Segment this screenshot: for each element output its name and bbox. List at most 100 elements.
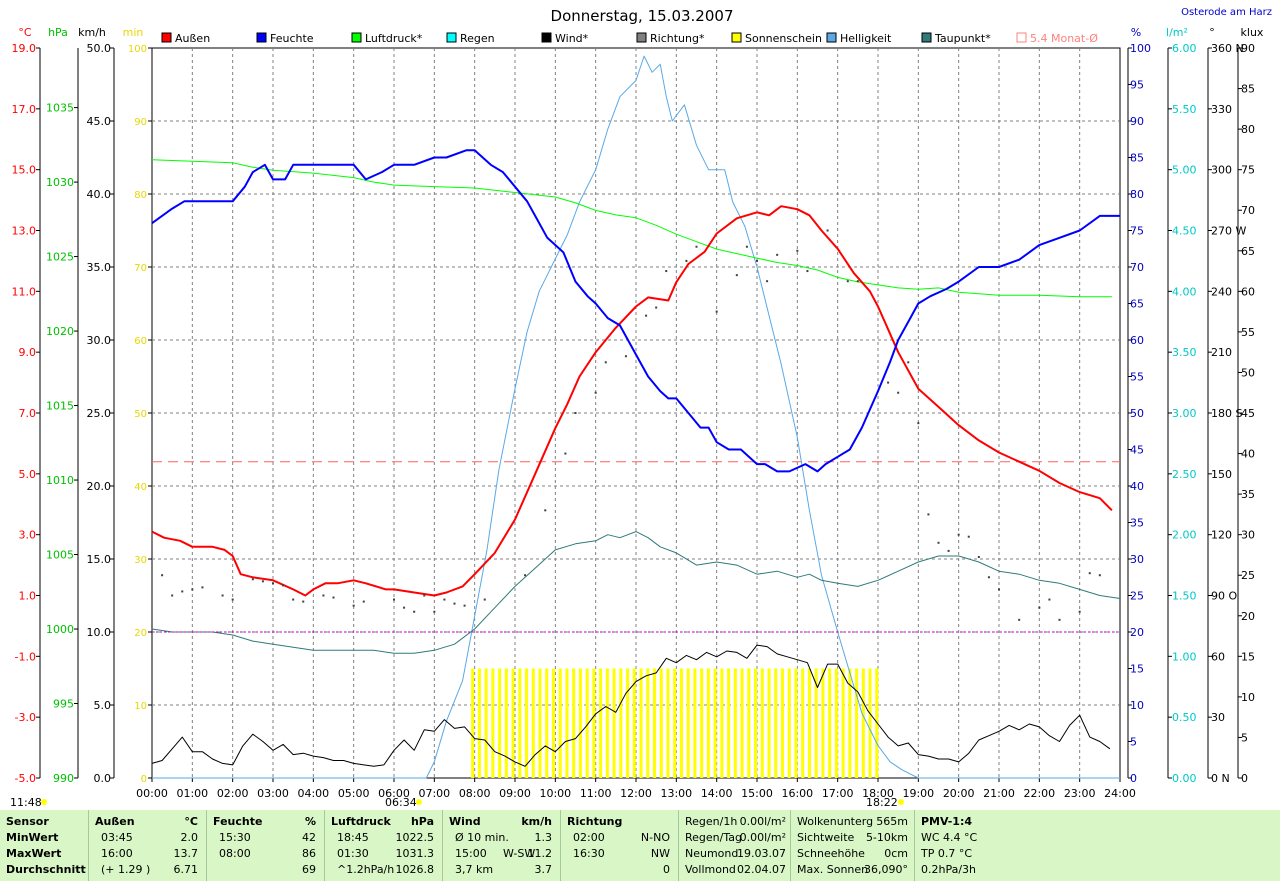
sunshine-bar-44 [767, 668, 771, 778]
axis-label-humid-12: 60 [1130, 334, 1144, 347]
x-tick-label-16: 16:00 [781, 787, 813, 800]
axis-label-rain-11: 5.50 [1172, 103, 1197, 116]
axis-label-lux-8: 40 [1241, 448, 1255, 461]
axis-label-wind-4: 20.0 [87, 480, 112, 493]
axis-label-rain-6: 3.00 [1172, 407, 1197, 420]
sunshine-bar-35 [706, 668, 710, 778]
direction-point-12 [302, 600, 305, 603]
direction-point-43 [776, 253, 779, 256]
direction-point-30 [594, 391, 597, 394]
sunshine-bar-29 [666, 668, 670, 778]
axis-unit-lux: klux [1241, 26, 1264, 39]
axis-label-humid-2: 10 [1130, 699, 1144, 712]
direction-point-17 [393, 598, 395, 601]
x-tick-label-17: 17:00 [822, 787, 854, 800]
sunshine-bar-36 [713, 668, 717, 778]
x-tick-label-6: 06:00 [378, 787, 410, 800]
axis-label-dir-7: 210 [1211, 346, 1232, 359]
vollmond-value: 02.04.07 [737, 863, 786, 876]
axis-label-humid-3: 15 [1130, 663, 1144, 676]
direction-point-35 [665, 270, 668, 273]
axis-label-rain-12: 6.00 [1172, 42, 1197, 55]
axis-label-rain-3: 1.50 [1172, 590, 1197, 603]
axis-label-dir-10: 300 [1211, 164, 1232, 177]
sichtweite-value: 5-10km [865, 831, 908, 844]
feuchte-max-time: 08:00 [219, 847, 251, 860]
sunshine-bar-0 [471, 668, 475, 778]
footer-labels: Sensor MinWert MaxWert Durchschnitt [0, 810, 88, 881]
sun-time-top-left: 11:48 [10, 796, 42, 809]
direction-point-39 [735, 274, 738, 277]
direction-point-16 [362, 600, 365, 603]
richtung-r1-value: N-NO [640, 831, 670, 844]
axis-label-wind-1: 5.0 [94, 699, 112, 712]
sunshine-bar-48 [794, 668, 798, 778]
x-tick-label-20: 20:00 [943, 787, 975, 800]
axis-label-sun-8: 80 [134, 190, 147, 201]
axis-label-temp-5: 5.0 [19, 468, 37, 481]
sunshine-bar-22 [619, 668, 623, 778]
x-tick-label-12: 12:00 [620, 787, 652, 800]
axis-label-wind-6: 30.0 [87, 334, 112, 347]
direction-point-58 [977, 555, 980, 558]
grid [151, 47, 1121, 782]
sunshine-bar-53 [828, 668, 832, 778]
axes: 00:00 01:00 02:00 03:00 04:00 05:00 06:00 07:00… [12, 42, 1256, 800]
axis-label-humid-6: 30 [1130, 553, 1144, 566]
legend: Außen Feuchte Luftdruck* Regen Wind* Richtung… [161, 32, 1098, 45]
sunshine-bar-15 [572, 668, 576, 778]
axis-unit-sun: min [123, 26, 144, 39]
axis-label-dir-4: 120 [1211, 529, 1232, 542]
wind-head: Wind [449, 815, 481, 828]
axis-unit-temp: °C [18, 26, 32, 39]
sunshine-bar-33 [693, 668, 697, 778]
direction-point-59 [987, 576, 990, 579]
direction-point-26 [524, 574, 527, 577]
axis-label-wind-5: 25.0 [87, 407, 112, 420]
direction-point-9 [272, 582, 274, 585]
footer-wind: Wind km/h Ø 10 min. 1.3 15:00 W-SW 11.2 3,7 … [442, 810, 560, 881]
direction-point-57 [967, 535, 970, 538]
axis-label-temp-8: 11.0 [12, 285, 37, 298]
x-tick-label-23: 23:00 [1064, 787, 1096, 800]
axis-label-dir-5: 150 [1211, 468, 1232, 481]
axis-label-dir-6: 180 S [1211, 407, 1242, 420]
x-tick-label-10: 10:00 [539, 787, 571, 800]
x-tick-label-3: 03:00 [257, 787, 289, 800]
sunshine-bar-14 [565, 668, 569, 778]
axis-label-humid-7: 35 [1130, 517, 1144, 530]
sunshine-bar-4 [498, 668, 502, 778]
sunshine-bar-20 [605, 668, 609, 778]
pmv-tp: TP 0.7 °C [921, 847, 973, 860]
axis-label-humid-10: 50 [1130, 407, 1144, 420]
axis-label-temp-7: 9.0 [19, 346, 37, 359]
luftdruck-unit: hPa [410, 815, 434, 828]
legend-swatch-0 [161, 32, 172, 43]
legend-swatch-5 [636, 32, 647, 43]
direction-point-47 [846, 280, 849, 283]
axis-unit-rain: l/m² [1166, 26, 1188, 39]
sunshine-bar-58 [861, 668, 865, 778]
direction-point-27 [544, 509, 547, 512]
footer-wolken: Wolkenunterg 565m Sichtweite 5-10km Schnee… [790, 810, 914, 881]
axis-label-humid-14: 70 [1130, 261, 1144, 274]
sunshine-bar-49 [801, 668, 805, 778]
axis-label-dir-0: 0 N [1211, 772, 1230, 785]
axis-label-dir-12: 360 N [1211, 42, 1244, 55]
axis-label-lux-2: 10 [1241, 691, 1255, 704]
series-feuchte-line [151, 149, 1120, 473]
sichtweite-label: Sichtweite [797, 831, 855, 844]
axis-label-humid-15: 75 [1130, 225, 1144, 238]
direction-point-62 [1038, 606, 1041, 609]
sunshine-bar-50 [807, 668, 811, 778]
axis-label-dir-11: 330 [1211, 103, 1232, 116]
legend-label-5: Richtung* [650, 32, 705, 45]
sunshine-bar-10 [538, 668, 542, 778]
x-tick-label-7: 07:00 [418, 787, 450, 800]
direction-point-20 [423, 594, 426, 597]
direction-point-67 [1098, 574, 1101, 577]
axis-label-temp-4: 3.0 [19, 529, 37, 542]
series-wind-line [151, 644, 1111, 767]
axis-label-humid-20: 100 [1130, 42, 1151, 55]
axis-label-rain-10: 5.00 [1172, 164, 1197, 177]
